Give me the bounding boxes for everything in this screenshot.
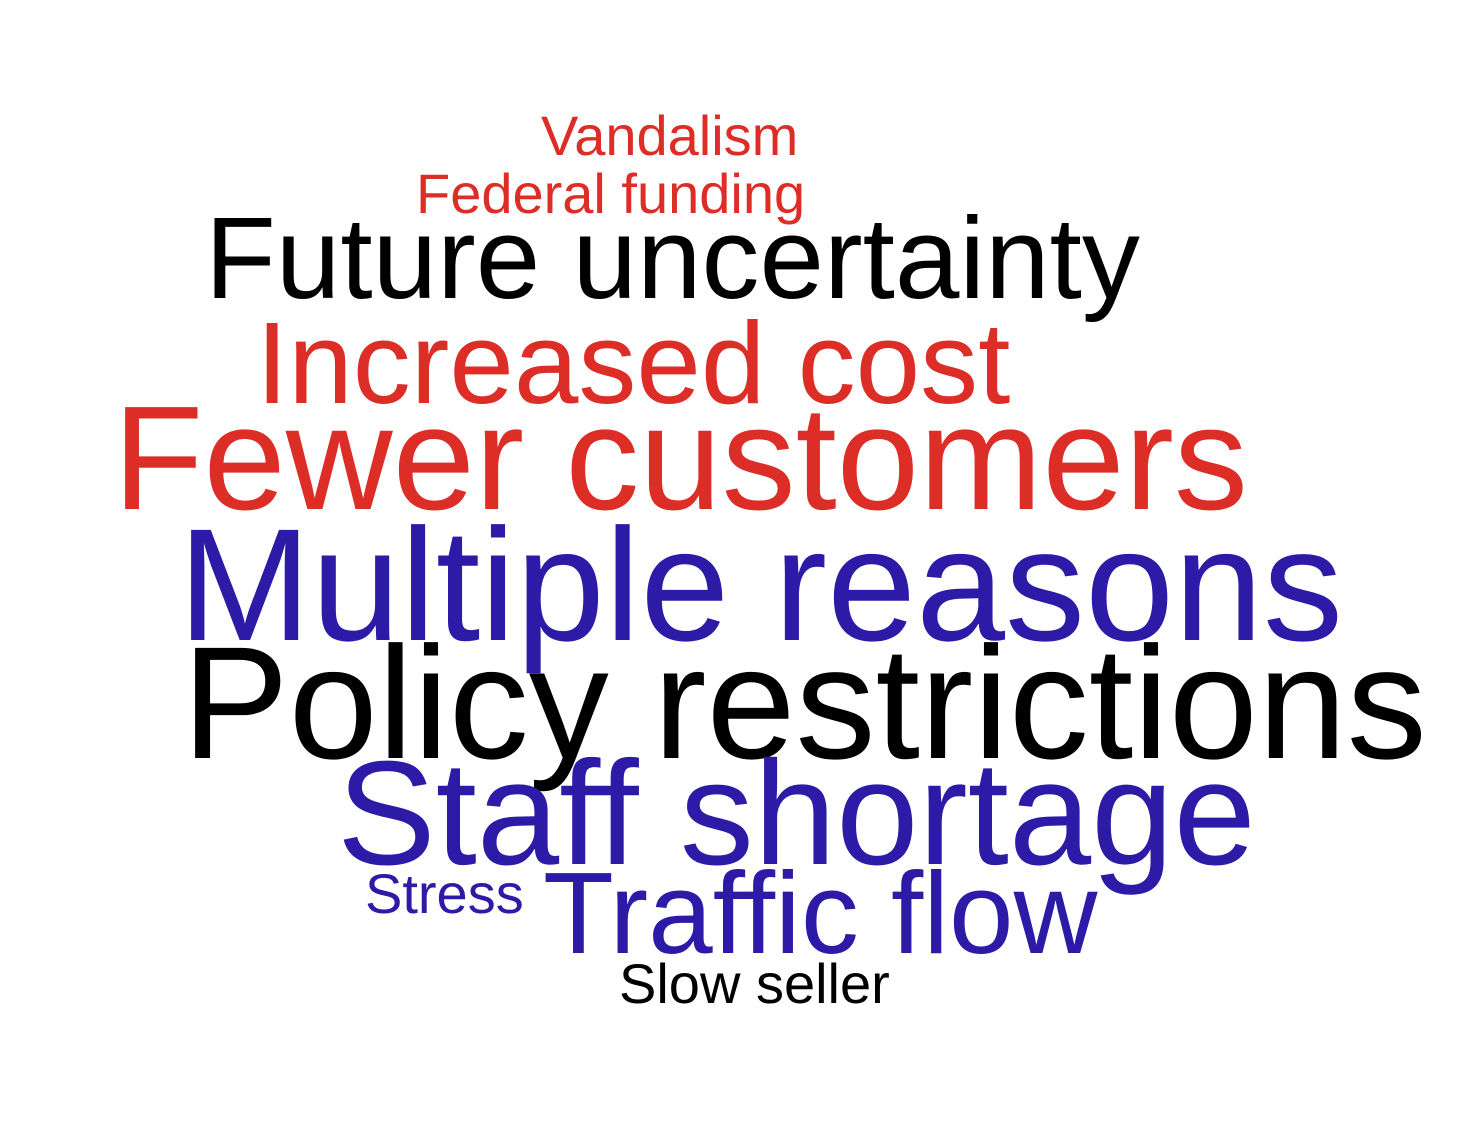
- word-traffic-flow: Traffic flow: [543, 848, 1098, 978]
- word-multiple-reasons: Multiple reasons: [178, 495, 1343, 674]
- word-vandalism: Vandalism: [541, 104, 799, 167]
- word-stress: Stress: [365, 862, 524, 925]
- word-slow-seller: Slow seller: [619, 952, 890, 1015]
- word-federal-funding: Federal funding: [416, 162, 806, 225]
- word-fewer-customers: Fewer customers: [113, 376, 1248, 541]
- word-policy-restrictions: Policy restrictions: [182, 613, 1427, 792]
- word-increased-cost: Increased cost: [256, 298, 1011, 428]
- word-staff-shortage: Staff shortage: [337, 731, 1256, 896]
- word-future-uncertainty: Future uncertainty: [205, 193, 1140, 323]
